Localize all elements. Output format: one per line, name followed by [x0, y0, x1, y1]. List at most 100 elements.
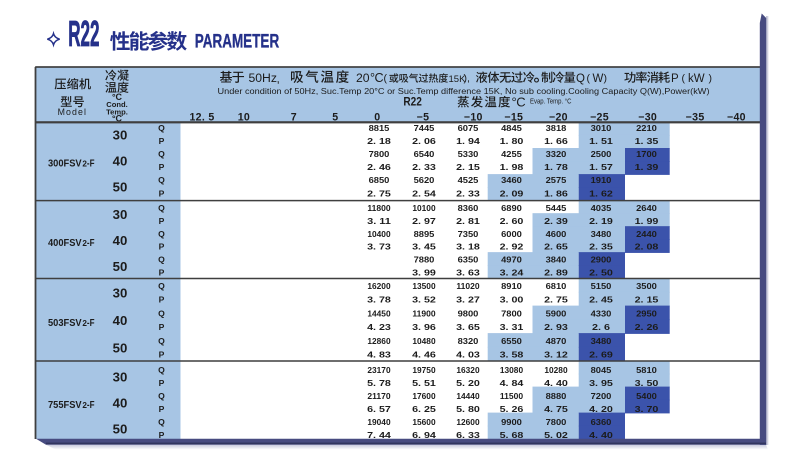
- svg-text:6540: 6540: [414, 149, 435, 159]
- svg-text:2575: 2575: [546, 175, 567, 185]
- svg-text:5. 80: 5. 80: [456, 404, 480, 414]
- svg-text:16200: 16200: [367, 281, 391, 291]
- svg-text:3. 31: 3. 31: [500, 322, 524, 332]
- svg-text:3818: 3818: [546, 123, 567, 133]
- svg-text:3. 00: 3. 00: [500, 295, 524, 305]
- svg-text:5. 78: 5. 78: [367, 378, 391, 388]
- svg-text:PARAMETER: PARAMETER: [195, 31, 280, 53]
- svg-text:8320: 8320: [458, 336, 479, 346]
- svg-text:10480: 10480: [412, 336, 436, 346]
- svg-text:2. 08: 2. 08: [635, 242, 659, 252]
- svg-text:12. 5: 12. 5: [189, 112, 214, 124]
- svg-text:9800: 9800: [458, 308, 479, 318]
- svg-text:11900: 11900: [412, 308, 436, 318]
- svg-text:2. 65: 2. 65: [544, 242, 568, 252]
- svg-text:10400: 10400: [367, 229, 391, 239]
- svg-text:4330: 4330: [591, 308, 612, 318]
- svg-text:3480: 3480: [591, 229, 612, 239]
- svg-text:2. 69: 2. 69: [589, 350, 613, 360]
- svg-text:6360: 6360: [591, 417, 612, 427]
- svg-text:9900: 9900: [501, 417, 522, 427]
- svg-text:Q: Q: [158, 417, 165, 427]
- svg-text:4970: 4970: [501, 255, 522, 265]
- svg-text:50: 50: [113, 180, 128, 195]
- svg-text:P: P: [159, 162, 165, 172]
- svg-text:2440: 2440: [636, 229, 657, 239]
- svg-text:): ): [604, 72, 608, 84]
- svg-text:3. 27: 3. 27: [456, 295, 480, 305]
- svg-text:8880: 8880: [546, 391, 567, 401]
- svg-text:50: 50: [113, 421, 128, 436]
- svg-text:4. 40: 4. 40: [544, 378, 568, 388]
- svg-text:8895: 8895: [414, 229, 435, 239]
- svg-text:0: 0: [374, 112, 380, 124]
- svg-text:15K: 15K: [449, 74, 467, 85]
- svg-text:4035: 4035: [591, 203, 612, 213]
- svg-text:4600: 4600: [546, 229, 567, 239]
- svg-text:3500: 3500: [636, 281, 657, 291]
- svg-text:400FSV: 400FSV: [48, 238, 82, 249]
- svg-text:1. 35: 1. 35: [635, 136, 659, 146]
- svg-text:5400: 5400: [636, 391, 657, 401]
- svg-text:755FSV: 755FSV: [48, 400, 82, 411]
- svg-text:8045: 8045: [591, 365, 612, 375]
- svg-text:Temp.: Temp.: [106, 107, 128, 116]
- svg-text:4. 83: 4. 83: [367, 350, 391, 360]
- svg-text:5810: 5810: [636, 365, 657, 375]
- svg-text:2. 75: 2. 75: [544, 295, 568, 305]
- svg-text:−25: −25: [590, 112, 609, 124]
- svg-text:4. 40: 4. 40: [589, 430, 613, 440]
- svg-text:50: 50: [113, 341, 128, 356]
- svg-text:3. 95: 3. 95: [589, 378, 613, 388]
- svg-text:−10: −10: [464, 112, 483, 124]
- svg-text:3. 18: 3. 18: [456, 242, 480, 252]
- svg-text:°C: °C: [370, 71, 384, 85]
- svg-text:1. 98: 1. 98: [500, 162, 524, 172]
- svg-text:5. 51: 5. 51: [412, 378, 436, 388]
- svg-text:7800: 7800: [369, 149, 390, 159]
- svg-text:5. 02: 5. 02: [544, 430, 568, 440]
- svg-text:5900: 5900: [546, 308, 567, 318]
- svg-text:1. 80: 1. 80: [500, 136, 524, 146]
- svg-text:6. 57: 6. 57: [367, 404, 391, 414]
- svg-text:40: 40: [113, 233, 128, 248]
- svg-text:5620: 5620: [414, 175, 435, 185]
- svg-text:Q: Q: [158, 391, 165, 401]
- svg-text:-F: -F: [87, 238, 95, 249]
- svg-text:°C: °C: [512, 94, 526, 109]
- svg-text:7800: 7800: [501, 308, 522, 318]
- svg-text:1. 86: 1. 86: [544, 188, 568, 198]
- svg-text:5. 20: 5. 20: [456, 378, 480, 388]
- svg-text:2. 06: 2. 06: [412, 136, 436, 146]
- svg-text:R22: R22: [403, 95, 422, 109]
- svg-text:P: P: [159, 188, 165, 198]
- svg-text:6810: 6810: [546, 281, 567, 291]
- svg-text:50: 50: [113, 259, 128, 274]
- svg-text:6550: 6550: [501, 336, 522, 346]
- svg-text:P: P: [159, 322, 165, 332]
- svg-text:8360: 8360: [458, 203, 479, 213]
- svg-text:2. 26: 2. 26: [635, 322, 659, 332]
- svg-text:40: 40: [113, 313, 128, 328]
- svg-text:40: 40: [113, 395, 128, 410]
- svg-text:−40: −40: [727, 112, 746, 124]
- svg-text:2. 81: 2. 81: [456, 216, 480, 226]
- svg-text:14440: 14440: [456, 391, 480, 401]
- svg-text:4255: 4255: [501, 149, 522, 159]
- svg-text:P: P: [671, 73, 679, 85]
- svg-text:3. 70: 3. 70: [635, 404, 659, 414]
- svg-text:2. 50: 2. 50: [589, 268, 613, 278]
- svg-text:Q: Q: [158, 123, 165, 133]
- svg-text:2. 93: 2. 93: [544, 322, 568, 332]
- svg-text:2: 2: [82, 319, 87, 328]
- svg-text:2. 46: 2. 46: [367, 162, 391, 172]
- svg-text:7: 7: [291, 112, 297, 124]
- svg-text:4525: 4525: [458, 175, 479, 185]
- svg-text:503FSV: 503FSV: [48, 318, 82, 329]
- svg-text:2. 35: 2. 35: [589, 242, 613, 252]
- svg-text:2: 2: [82, 401, 87, 410]
- svg-text:4. 75: 4. 75: [544, 404, 568, 414]
- svg-text:3460: 3460: [501, 175, 522, 185]
- svg-text:300FSV: 300FSV: [48, 158, 82, 169]
- svg-text:−5: −5: [417, 112, 430, 124]
